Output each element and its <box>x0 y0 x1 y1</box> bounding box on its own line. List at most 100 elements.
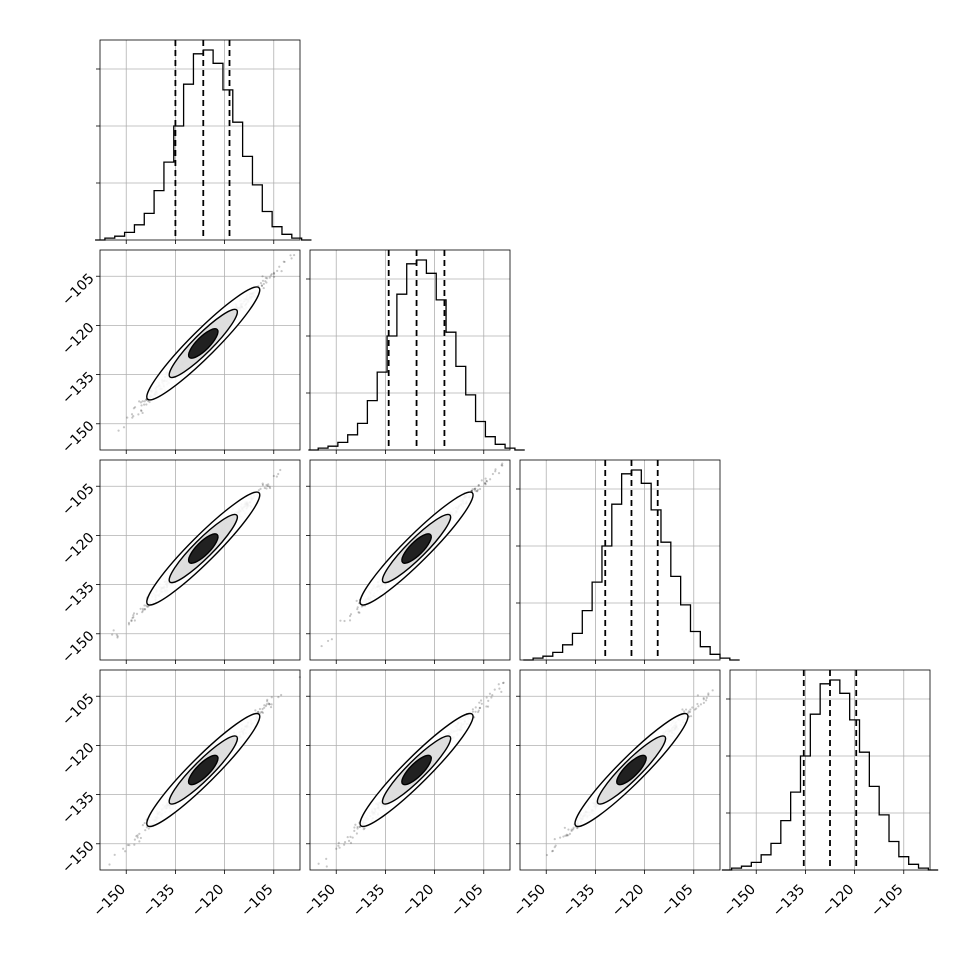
scatter-point <box>348 614 352 618</box>
scatter-point <box>270 703 273 706</box>
scatter-point <box>132 616 135 619</box>
scatter-point <box>259 282 262 285</box>
scatter-point <box>477 710 480 714</box>
scatter-point <box>689 710 692 713</box>
scatter-point <box>282 260 285 263</box>
scatter-point <box>358 825 361 829</box>
scatter-point <box>268 276 271 279</box>
scatter-point <box>259 711 263 714</box>
scatter-point <box>681 708 684 711</box>
scatter-point <box>283 260 286 264</box>
axes-frame <box>309 459 511 661</box>
panel-1-0: −150 −135 −120 −105 <box>59 249 301 457</box>
x-tick-label: −120 <box>399 882 438 921</box>
scatter-point <box>265 487 268 490</box>
scatter-point <box>474 706 477 709</box>
scatter-point <box>572 828 575 831</box>
x-tick-label: −105 <box>868 882 907 921</box>
scatter-point <box>471 710 475 713</box>
scatter-point <box>337 841 340 844</box>
scatter-point <box>267 702 270 705</box>
scatter-point <box>263 706 266 709</box>
axes-frame <box>309 249 511 451</box>
scatter-point <box>476 488 480 491</box>
x-tick-label: −150 <box>721 882 760 921</box>
scatter-point <box>702 701 705 705</box>
scatter-point <box>487 699 490 702</box>
scatter-point <box>501 462 504 465</box>
x-tick-label: −135 <box>770 882 809 921</box>
scatter-point <box>470 489 474 492</box>
y-tick-label: −150 <box>59 418 98 457</box>
scatter-point <box>480 702 483 705</box>
x-tick-label: −135 <box>560 882 599 921</box>
scatter-point <box>115 633 118 636</box>
y-tick-label: −135 <box>59 579 98 618</box>
scatter-point <box>356 606 359 609</box>
scatter-point <box>141 411 144 415</box>
axes-frame <box>99 669 301 871</box>
scatter-point <box>683 710 686 713</box>
scatter-point <box>362 828 365 831</box>
scatter-point <box>486 705 490 708</box>
scatter-point <box>338 846 341 849</box>
scatter-point <box>293 253 296 257</box>
scatter-point <box>477 484 480 487</box>
y-tick-label: −150 <box>59 628 98 667</box>
scatter-point <box>484 482 487 485</box>
scatter-point <box>272 272 276 275</box>
scatter-point <box>479 699 483 702</box>
scatter-point <box>112 629 115 632</box>
scatter-point <box>256 710 260 714</box>
x-tick-label: −150 <box>91 882 130 921</box>
contour-inner <box>616 754 647 786</box>
scatter-point <box>128 843 131 847</box>
axes-frame <box>519 459 721 661</box>
scatter-point <box>261 482 264 485</box>
scatter-point <box>261 483 264 487</box>
scatter-point <box>491 693 494 697</box>
scatter-point <box>357 611 360 614</box>
panel-2-2 <box>516 459 740 664</box>
scatter-point <box>148 400 151 404</box>
scatter-point <box>261 275 264 278</box>
y-tick-label: −150 <box>59 838 98 877</box>
scatter-point <box>497 683 500 686</box>
scatter-point <box>141 607 144 610</box>
scatter-point <box>126 416 129 419</box>
scatter-point <box>266 700 269 703</box>
scatter-point <box>143 400 146 403</box>
scatter-point <box>261 711 265 714</box>
scatter-point <box>257 489 260 492</box>
scatter-point <box>478 706 481 710</box>
axes-frame <box>99 249 301 451</box>
scatter-point <box>354 823 357 826</box>
scatter-point <box>260 284 263 287</box>
scatter-point <box>122 847 125 850</box>
scatter-point <box>136 836 139 839</box>
scatter-point <box>143 403 146 406</box>
scatter-point <box>135 834 138 838</box>
scatter-point <box>272 271 276 275</box>
scatter-point <box>559 836 562 839</box>
scatter-point <box>140 409 143 412</box>
scatter-point <box>478 487 482 491</box>
scatter-point <box>136 834 139 837</box>
scatter-point <box>343 619 346 623</box>
scatter-point <box>124 850 127 853</box>
scatter-point <box>261 279 265 282</box>
scatter-point <box>130 619 133 623</box>
axes-frame <box>309 669 511 871</box>
scatter-point <box>475 489 478 493</box>
axes-frame <box>99 39 301 241</box>
scatter-point <box>272 474 275 478</box>
scatter-point <box>133 843 136 846</box>
x-tick-label: −120 <box>819 882 858 921</box>
scatter-point <box>276 269 279 272</box>
scatter-point <box>147 605 150 608</box>
scatter-point <box>139 836 142 840</box>
scatter-point <box>565 834 568 837</box>
scatter-point <box>117 429 120 432</box>
scatter-point <box>275 475 278 478</box>
scatter-point <box>553 846 556 849</box>
